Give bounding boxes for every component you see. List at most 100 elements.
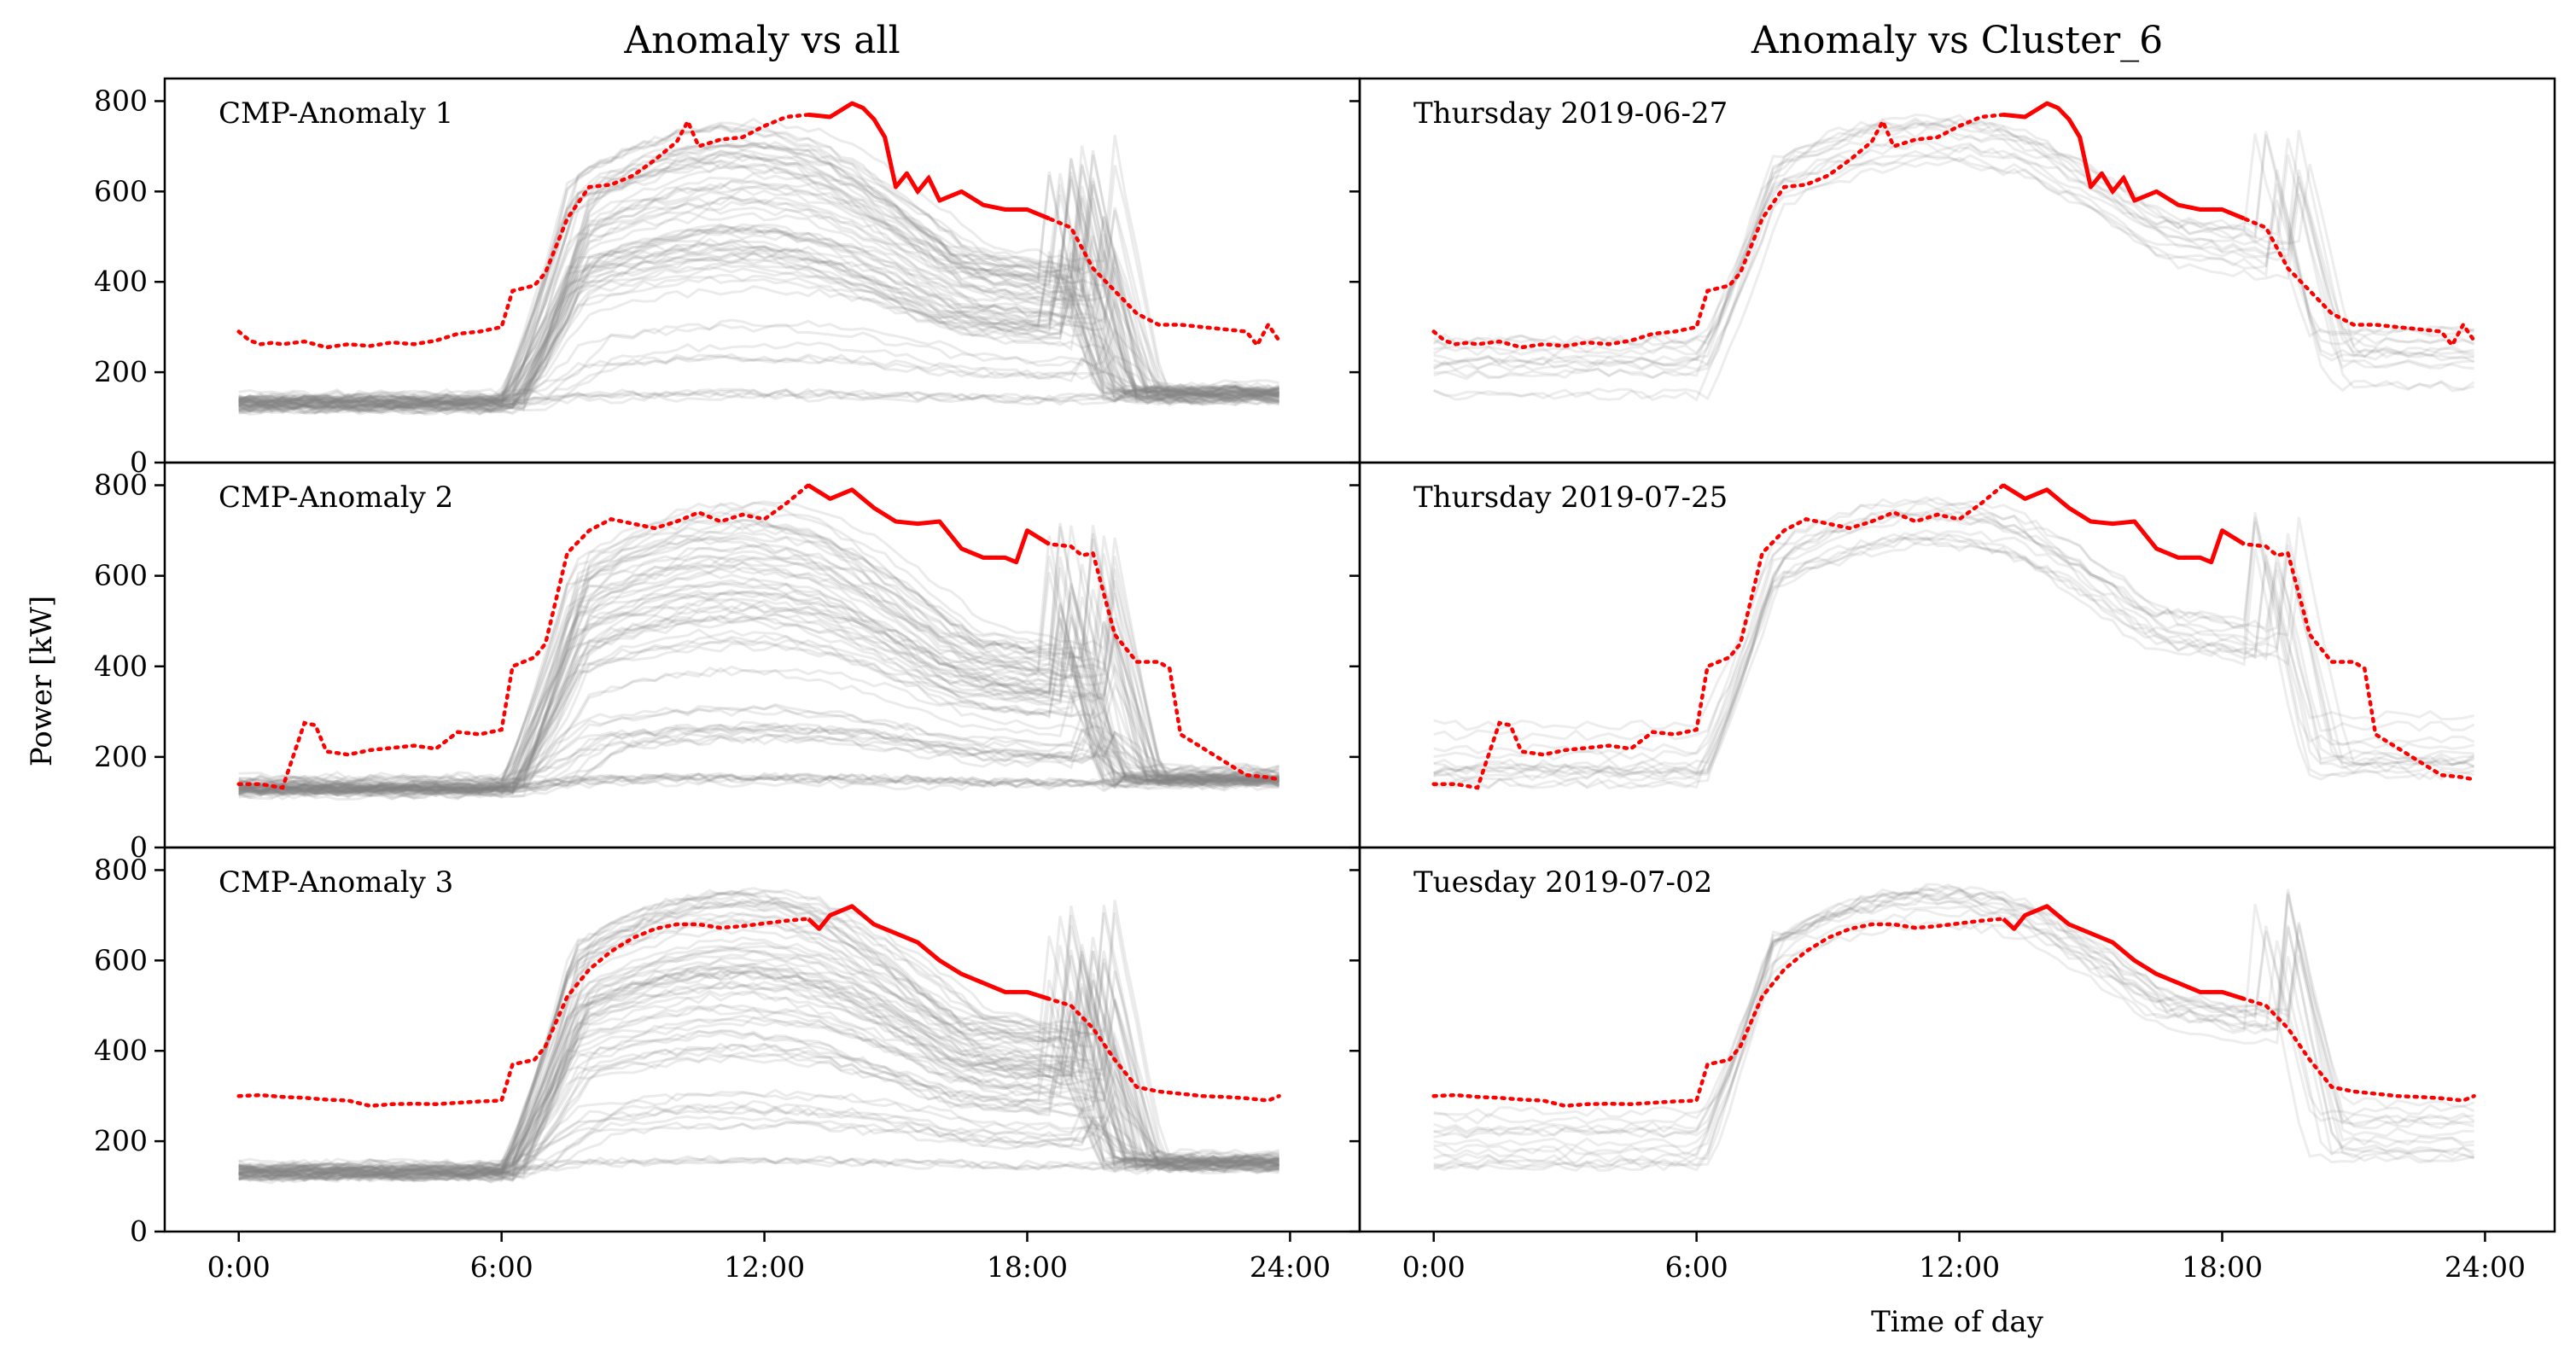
background-profile: [238, 889, 1280, 1173]
background-profile: [238, 238, 1279, 405]
background-profile: [238, 318, 1279, 408]
background-profile: [238, 589, 1279, 795]
background-profile: [1433, 506, 2475, 776]
background-profile: [238, 561, 1279, 794]
background-profile: [238, 137, 1280, 406]
background-profile: [238, 179, 1279, 411]
background-profile: [238, 1042, 1279, 1183]
background-profile: [238, 554, 1279, 795]
panel-label: Tuesday 2019-07-02: [1413, 865, 1712, 900]
panel-r1-c1: 0 200 400 600 800 CMP-Anomaly 1: [94, 77, 1361, 479]
background-profile: [238, 341, 1279, 413]
background-profile: [238, 195, 1280, 411]
background-profile: [1433, 127, 2474, 380]
background-profile: [237, 265, 1280, 404]
y-tick-label: 600: [94, 174, 148, 207]
background-profile: [238, 550, 1279, 797]
background-profile: [238, 989, 1279, 1185]
background-profile: [238, 725, 1279, 791]
background-profile: [238, 892, 1280, 1181]
y-tick-label: 0: [130, 830, 148, 864]
background-profile: [238, 900, 1279, 1173]
background-profile: [237, 579, 1279, 795]
background-profile: [238, 563, 1280, 795]
background-profile: [238, 733, 1279, 785]
background-profile: [238, 1003, 1279, 1181]
background-profile: [238, 628, 1279, 801]
background-profile: [238, 1018, 1279, 1182]
anomaly-day-line: [236, 482, 1281, 790]
background-profile: [238, 138, 1279, 408]
y-tick-label: 200: [94, 1124, 148, 1157]
background-profile: [238, 1014, 1279, 1174]
background-profile: [238, 245, 1279, 416]
panel-r3-c1: 0 200 400 600 800 0:00 6:00 12:00 18:00 24:00 CMP-…: [94, 846, 1361, 1284]
background-profile: [238, 223, 1279, 405]
background-profile: [1433, 882, 2474, 1139]
background-profile: [238, 928, 1279, 1179]
background-profile: [238, 634, 1279, 797]
background-profile: [1433, 535, 2474, 771]
anomaly-window-line: [2002, 904, 2245, 1001]
background-profile: [238, 160, 1280, 405]
background-profile: [238, 1156, 1279, 1177]
background-profile: [238, 581, 1279, 801]
background-profile: [238, 500, 1279, 791]
anomaly-day-line: [236, 904, 1281, 1109]
background-profile: [238, 126, 1279, 416]
background-profile: [238, 252, 1279, 405]
background-profile: [237, 212, 1280, 405]
background-profile: [238, 773, 1279, 793]
background-profile: [238, 1120, 1279, 1176]
background-profile: [238, 237, 1279, 410]
background-profile: [1433, 908, 2475, 1119]
y-tick-label: 400: [94, 265, 148, 298]
background-profile: [238, 536, 1280, 790]
background-profile: [238, 258, 1280, 411]
column-title-left: Anomaly vs all: [623, 19, 900, 62]
background-profile: [238, 561, 1280, 788]
background-profile: [1433, 496, 2475, 756]
y-tick-label: 200: [94, 355, 148, 388]
background-profile: [1432, 541, 2475, 778]
background-profile: [238, 605, 1279, 795]
background-profile: [238, 941, 1279, 1184]
background-profile: [238, 970, 1279, 1174]
background-profile: [238, 1016, 1279, 1181]
y-tick-label: 800: [94, 853, 148, 886]
background-profile: [238, 152, 1279, 414]
background-profile: [238, 225, 1279, 415]
background-profile: [238, 720, 1279, 791]
background-profile: [238, 251, 1280, 415]
background-profile: [238, 1155, 1279, 1177]
background-profile: [238, 615, 1279, 800]
background-profile: [238, 619, 1279, 789]
anomaly-day-line: [1431, 482, 2476, 790]
background-profile: [238, 1031, 1280, 1179]
panel-r2-c2: Thursday 2019-07-25: [1349, 461, 2556, 849]
background-profile: [238, 537, 1280, 797]
background-profile: [237, 1029, 1280, 1183]
background-profile: [238, 773, 1279, 794]
background-profile: [238, 179, 1279, 406]
background-profile: [238, 1043, 1279, 1173]
background-profile: [238, 777, 1279, 796]
x-tick-label: 0:00: [1402, 1250, 1466, 1284]
background-profile: [238, 990, 1280, 1177]
panel-label: Thursday 2019-07-25: [1413, 481, 1728, 515]
background-profile: [238, 187, 1279, 413]
background-profile: [238, 519, 1280, 795]
anomaly-window-line: [807, 904, 1050, 1001]
background-profile: [238, 601, 1279, 796]
background-profile: [238, 972, 1279, 1180]
background-profile: [238, 225, 1280, 405]
background-profile: [1433, 528, 2475, 782]
background-profile: [238, 248, 1279, 408]
background-profile: [238, 1090, 1279, 1168]
background-profile: [238, 947, 1280, 1181]
background-profile: [1432, 154, 2475, 372]
background-profile: [238, 1115, 1279, 1170]
x-tick-label: 6:00: [1665, 1250, 1728, 1284]
panel-frame: [1358, 846, 2556, 1233]
panel-r1-c2: Thursday 2019-06-27: [1349, 77, 2556, 464]
